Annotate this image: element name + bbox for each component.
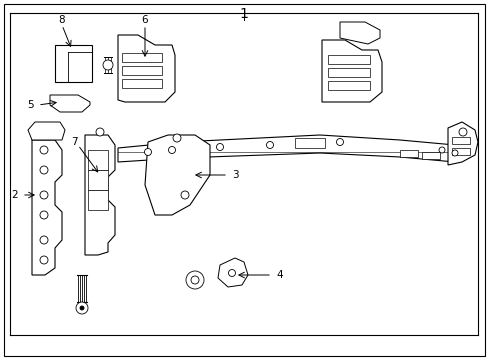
Circle shape xyxy=(451,150,457,156)
Polygon shape xyxy=(447,122,477,165)
Circle shape xyxy=(96,128,104,136)
Circle shape xyxy=(228,270,235,276)
Text: 4: 4 xyxy=(275,270,282,280)
Text: 5: 5 xyxy=(27,100,34,110)
FancyBboxPatch shape xyxy=(421,152,439,159)
Circle shape xyxy=(40,256,48,264)
FancyBboxPatch shape xyxy=(451,148,469,155)
Polygon shape xyxy=(55,45,92,82)
FancyBboxPatch shape xyxy=(327,68,369,77)
Circle shape xyxy=(103,60,113,70)
Polygon shape xyxy=(85,135,115,255)
Text: 7: 7 xyxy=(71,137,77,147)
FancyBboxPatch shape xyxy=(10,13,477,335)
Circle shape xyxy=(185,271,203,289)
Polygon shape xyxy=(28,122,65,140)
Polygon shape xyxy=(145,135,209,215)
FancyBboxPatch shape xyxy=(122,53,162,62)
Circle shape xyxy=(173,134,181,142)
Text: 6: 6 xyxy=(142,15,148,25)
Circle shape xyxy=(80,306,84,310)
Text: 3: 3 xyxy=(231,170,238,180)
Circle shape xyxy=(144,149,151,156)
Text: 2: 2 xyxy=(11,190,18,200)
FancyBboxPatch shape xyxy=(327,81,369,90)
FancyBboxPatch shape xyxy=(4,4,484,356)
FancyBboxPatch shape xyxy=(294,138,325,148)
FancyBboxPatch shape xyxy=(399,150,417,157)
Polygon shape xyxy=(321,40,381,102)
Circle shape xyxy=(336,139,343,145)
Circle shape xyxy=(266,141,273,149)
FancyBboxPatch shape xyxy=(88,170,108,190)
Circle shape xyxy=(40,166,48,174)
Polygon shape xyxy=(118,135,454,162)
Circle shape xyxy=(168,147,175,153)
Circle shape xyxy=(216,144,223,150)
Polygon shape xyxy=(339,22,379,44)
FancyBboxPatch shape xyxy=(451,137,469,144)
FancyBboxPatch shape xyxy=(327,55,369,64)
FancyBboxPatch shape xyxy=(88,190,108,210)
Circle shape xyxy=(458,128,466,136)
Circle shape xyxy=(40,191,48,199)
Circle shape xyxy=(191,276,199,284)
Polygon shape xyxy=(218,258,247,287)
Text: 8: 8 xyxy=(59,15,65,25)
Circle shape xyxy=(40,236,48,244)
FancyBboxPatch shape xyxy=(122,66,162,75)
Text: 1: 1 xyxy=(239,7,248,21)
Circle shape xyxy=(181,191,189,199)
Circle shape xyxy=(438,147,444,153)
FancyBboxPatch shape xyxy=(88,150,108,170)
Polygon shape xyxy=(50,95,90,112)
Circle shape xyxy=(76,302,88,314)
Circle shape xyxy=(40,211,48,219)
Polygon shape xyxy=(32,140,62,275)
FancyBboxPatch shape xyxy=(122,79,162,88)
Polygon shape xyxy=(118,35,175,102)
Circle shape xyxy=(40,146,48,154)
